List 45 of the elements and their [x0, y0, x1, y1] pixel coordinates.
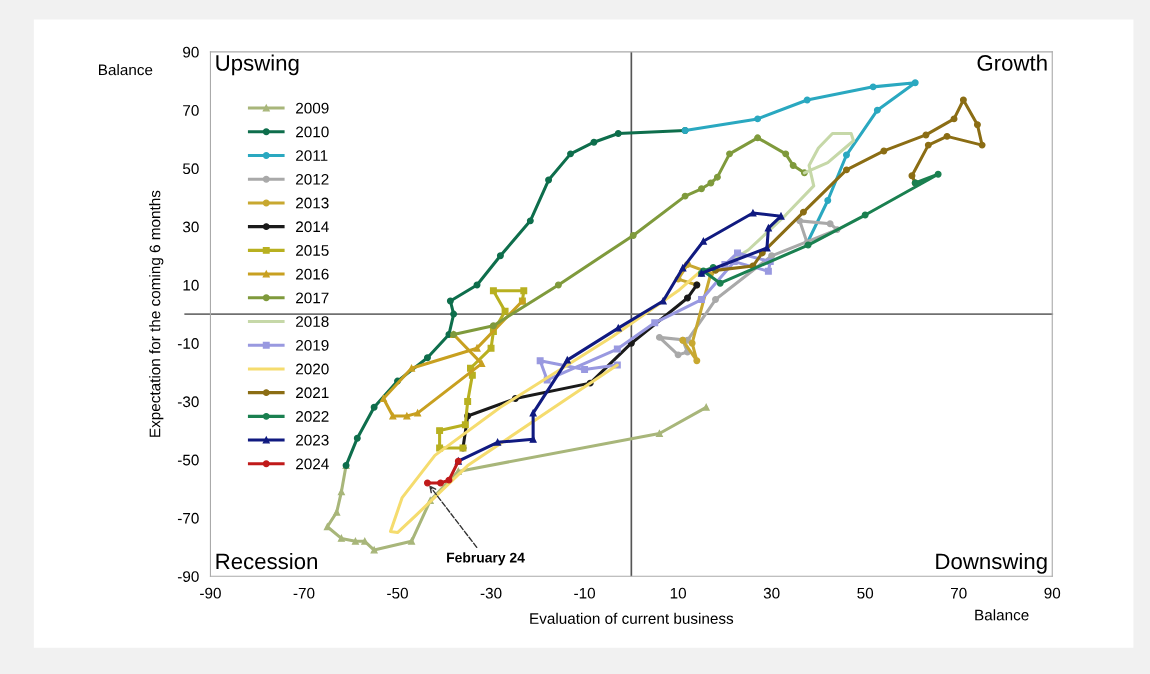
- x-axis-title: Evaluation of current business: [530, 612, 734, 624]
- annotation: Recession: [216, 552, 317, 570]
- annotation: February 24: [447, 552, 525, 566]
- x-tick-label: 30: [763, 587, 780, 599]
- x-tick-label: 10: [670, 587, 687, 599]
- x-tick-label: 90: [1044, 587, 1061, 599]
- y-tick-label: -50: [177, 454, 199, 466]
- annotation: Upswing: [216, 54, 299, 76]
- text: Balance: [99, 64, 153, 76]
- annotation: Downswing: [936, 552, 1047, 574]
- y-axis-title: Expectation for the coming 6 months: [149, 190, 164, 437]
- legend-label: 2022: [296, 411, 329, 422]
- legend-label: 2017: [296, 292, 329, 304]
- legend-label: 2009: [296, 102, 329, 114]
- legend-label: 2018: [296, 316, 329, 327]
- y-tick-label: -70: [177, 512, 199, 524]
- x-tick-label: -10: [574, 587, 596, 599]
- annotation: Growth: [977, 54, 1047, 71]
- legend-label: 2024: [296, 458, 329, 470]
- x-tick-label: 70: [951, 587, 967, 599]
- legend-label: 2010: [296, 126, 329, 138]
- y-tick-label: 90: [183, 46, 199, 58]
- x-tick-label: -90: [200, 587, 221, 599]
- y-tick-label: -30: [177, 396, 199, 408]
- legend-label: 2014: [296, 221, 329, 233]
- legend-label: 2019: [296, 339, 329, 351]
- y-tick-label: -10: [177, 338, 199, 349]
- x-tick-label: -30: [480, 587, 502, 599]
- legend-label: 2016: [296, 268, 329, 280]
- y-tick-label: 50: [182, 163, 199, 175]
- legend-label: 2021: [296, 387, 329, 399]
- legend-label: 2012: [296, 173, 329, 185]
- legend-label: 2023: [296, 434, 329, 446]
- legend-label: 2013: [296, 197, 329, 209]
- x-tick-label: -70: [293, 587, 315, 599]
- text: Balance: [975, 609, 1029, 621]
- y-tick-label: 10: [183, 279, 199, 291]
- y-tick-label: -90: [177, 571, 199, 582]
- y-tick-label: 70: [183, 105, 199, 116]
- legend-label: 2011: [296, 150, 328, 161]
- x-tick-label: 50: [857, 587, 874, 599]
- x-tick-label: -50: [387, 587, 408, 599]
- legend-label: 2020: [296, 363, 329, 375]
- legend-label: 2015: [296, 245, 329, 256]
- y-tick-label: 30: [182, 221, 199, 233]
